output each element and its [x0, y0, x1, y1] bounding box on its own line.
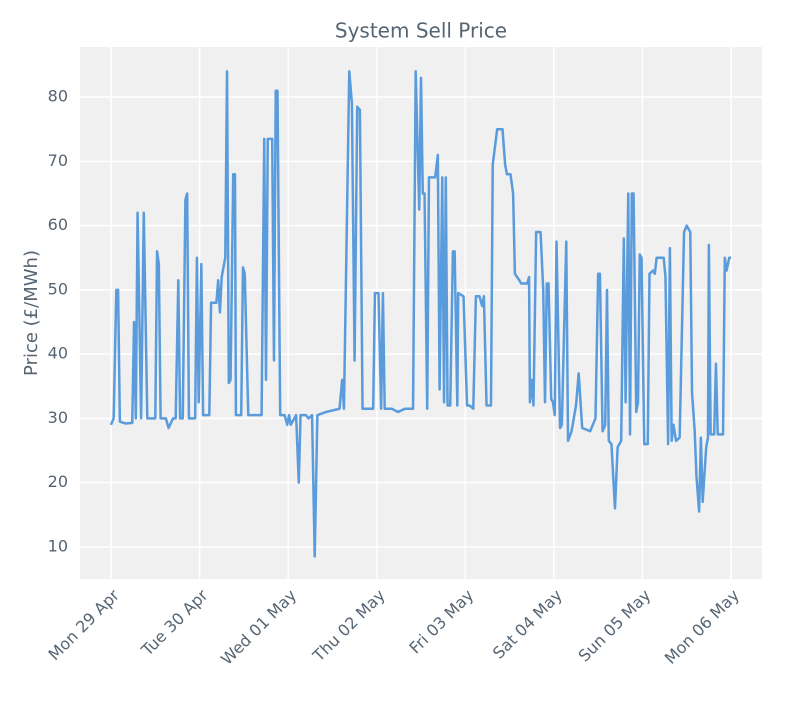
y-tick-label: 80: [48, 87, 68, 106]
y-tick-label: 30: [48, 408, 68, 427]
y-axis-label: Price (£/MWh): [21, 250, 42, 376]
chart-title: System Sell Price: [335, 19, 507, 43]
x-tick-label: Sun 05 May: [575, 586, 655, 666]
y-tick-label: 20: [48, 472, 68, 491]
x-tick-label: Sat 04 May: [489, 586, 566, 663]
price-line: [109, 70, 731, 558]
x-tick-label: Mon 29 Apr: [45, 585, 124, 664]
y-tick-label: 70: [48, 151, 68, 170]
x-tick-label: Mon 06 May: [661, 586, 743, 668]
x-tick-label: Tue 30 Apr: [137, 585, 212, 660]
y-tick-label: 50: [48, 279, 68, 298]
y-tick-label: 60: [48, 215, 68, 234]
x-tick-label: Wed 01 May: [217, 586, 300, 669]
y-tick-label: 40: [48, 344, 68, 363]
y-tick-label: 10: [48, 536, 68, 555]
x-tick-label: Thu 02 May: [308, 586, 388, 666]
marks: [109, 70, 731, 558]
x-tick-label: Fri 03 May: [405, 586, 477, 658]
